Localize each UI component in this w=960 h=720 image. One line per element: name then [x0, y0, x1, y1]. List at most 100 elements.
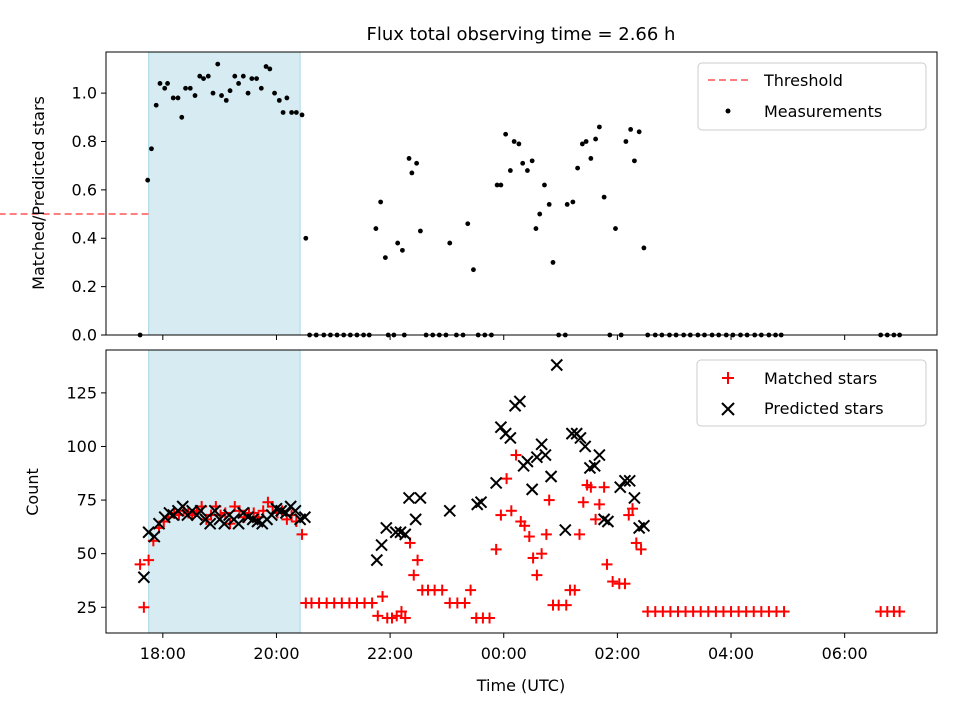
matched-star-point — [395, 606, 407, 618]
predicted-cross-b — [246, 513, 259, 526]
measurement-point — [245, 90, 251, 96]
predicted-cross-b — [148, 530, 161, 543]
predicted-star-point — [289, 504, 302, 518]
matched-star-point — [138, 601, 150, 613]
predicted-cross-b — [539, 448, 552, 462]
measurement-point — [205, 73, 211, 79]
predicted-cross-b — [628, 491, 641, 505]
matched-star-point — [577, 496, 589, 508]
predicted-cross-b — [623, 474, 636, 487]
measurement-point — [249, 76, 255, 82]
measurement-point — [162, 85, 168, 91]
measurement-point — [289, 110, 295, 115]
measurement-point — [546, 201, 552, 207]
matched-star-point — [372, 610, 384, 622]
measurement-point — [525, 168, 530, 173]
measurement-points — [137, 61, 902, 338]
matched-star-point — [569, 584, 581, 596]
count-ytick-label: 75 — [77, 491, 97, 510]
ratio-ytick-label: 0.0 — [72, 326, 97, 345]
predicted-star-point — [370, 553, 384, 567]
measurement-point — [378, 199, 384, 205]
predicted-star-point — [218, 517, 231, 530]
measurement-point — [593, 136, 599, 142]
predicted-star-point — [232, 517, 245, 530]
matched-star-point — [630, 537, 642, 549]
predicted-cross-b — [163, 506, 176, 520]
predicted-cross-b — [241, 511, 255, 524]
measurement-point — [227, 88, 233, 94]
measurement-point — [579, 141, 585, 147]
measurement-point — [210, 90, 216, 96]
predicted-cross-b — [565, 427, 579, 440]
ticks-bottom: 25 50 75 100 125 18:00 20:00 22:00 00:00 02:00 04:… — [66, 383, 867, 663]
predicted-cross-b — [504, 431, 517, 445]
predicted-star-point — [208, 504, 222, 518]
predicted-cross-b — [544, 470, 558, 483]
measurement-point — [632, 158, 637, 164]
matched-star-point — [465, 584, 477, 596]
legend-threshold-label: Threshold — [763, 71, 843, 90]
matched-star-point — [386, 612, 398, 624]
measurement-point — [382, 255, 388, 260]
predicted-star-point — [525, 483, 539, 496]
predicted-cross-b — [251, 515, 264, 528]
measurement-point — [149, 146, 154, 152]
count-ytick-label: 25 — [77, 598, 97, 617]
predicted-star-point — [298, 511, 312, 524]
matched-star-point — [495, 509, 507, 521]
matched-star-point — [894, 606, 906, 618]
ratio-legend: Threshold Measurements — [697, 62, 927, 131]
predicted-star-points — [137, 358, 651, 584]
measurement-point — [303, 235, 309, 241]
count-xtick-label: 20:00 — [253, 644, 299, 663]
measurement-point — [533, 226, 539, 231]
matched-star-point — [536, 548, 548, 560]
measurement-point — [623, 139, 629, 144]
matched-star-point — [501, 473, 513, 485]
predicted-cross-b — [535, 438, 548, 451]
predicted-star-point — [389, 526, 402, 539]
predicted-cross-b — [399, 528, 412, 541]
predicted-star-point — [593, 448, 606, 462]
measurement-point — [465, 221, 471, 227]
count-legend: Matched stars Predicted stars — [696, 359, 927, 427]
predicted-cross-b — [414, 491, 427, 505]
measurement-point — [192, 93, 198, 98]
predicted-star-point — [414, 491, 427, 505]
predicted-cross-b — [279, 506, 293, 520]
predicted-cross-b — [289, 504, 302, 518]
measurement-point — [276, 97, 282, 103]
predicted-star-point — [494, 420, 508, 434]
predicted-cross-b — [513, 395, 527, 408]
ratio-legend-box — [697, 62, 927, 131]
predicted-star-point — [380, 521, 393, 535]
ratio-y-axis-label: Matched/Predicted stars — [29, 96, 48, 290]
count-legend-box — [696, 359, 927, 427]
matched-star-point — [590, 513, 602, 525]
matched-star-point — [607, 576, 619, 588]
predicted-star-point — [588, 459, 601, 472]
ratio-ytick-label: 1.0 — [72, 84, 97, 103]
predicted-star-point — [574, 431, 587, 445]
measurement-point — [299, 112, 305, 118]
predicted-star-point — [279, 506, 293, 520]
measurement-point — [613, 226, 618, 231]
chart-title: Flux total observing time = 2.66 h — [367, 24, 676, 45]
predicted-cross-b — [525, 483, 539, 496]
predicted-cross-b — [298, 511, 312, 524]
predicted-cross-b — [218, 517, 231, 530]
predicted-cross-b — [194, 504, 207, 518]
legend-matched-label: Matched stars — [764, 369, 877, 388]
measurement-point — [170, 95, 176, 101]
predicted-star-point — [550, 358, 563, 372]
predicted-star-point — [535, 438, 548, 451]
measurement-point — [157, 81, 163, 86]
predicted-star-point — [409, 513, 422, 526]
predicted-star-point — [521, 455, 534, 468]
predicted-cross-b — [375, 538, 388, 552]
measurement-point — [542, 182, 547, 188]
legend-measurement-swatch — [725, 108, 731, 114]
x-axis-label: Time (UTC) — [476, 676, 565, 695]
